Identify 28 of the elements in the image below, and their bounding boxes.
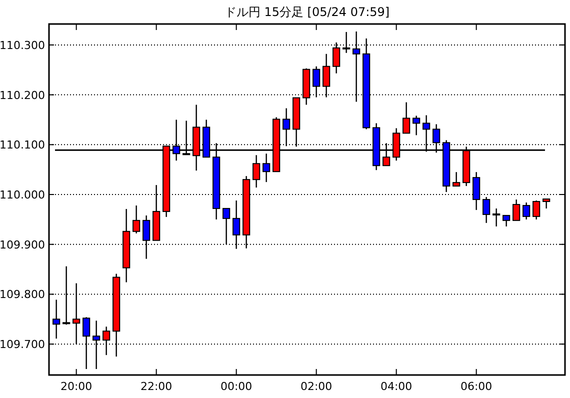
- chart-title: ドル円 15分足 [05/24 07:59]: [224, 5, 390, 19]
- candlestick: [402, 102, 410, 134]
- y-tick-label: 109.900: [0, 238, 45, 252]
- x-tick-label: 22:00: [140, 380, 172, 393]
- x-tick-label: 20:00: [60, 380, 92, 393]
- candlestick: [522, 202, 530, 220]
- candlestick: [542, 198, 550, 210]
- y-tick-label: 109.800: [0, 288, 45, 302]
- candlestick: [132, 204, 140, 234]
- candlestick: [52, 299, 60, 340]
- candlestick: [452, 171, 460, 187]
- y-tick-label: 110.100: [0, 138, 45, 152]
- x-tick-label: 06:00: [460, 380, 492, 393]
- candlestick: [492, 208, 500, 228]
- candlestick: [252, 154, 260, 188]
- y-tick-label: 109.700: [0, 338, 45, 352]
- x-tick-label: 02:00: [300, 380, 332, 393]
- candlestick: [482, 196, 490, 224]
- candlestick: [262, 153, 270, 183]
- y-tick-label: 110.000: [0, 188, 45, 202]
- y-tick-label: 110.300: [0, 38, 45, 52]
- candlestick: [532, 200, 540, 220]
- x-tick-label: 04:00: [380, 380, 412, 393]
- x-tick-label: 00:00: [220, 380, 252, 393]
- candlestick: [502, 214, 510, 228]
- candlestick: [412, 115, 420, 136]
- candlestick: [512, 198, 520, 222]
- y-tick-label: 110.200: [0, 88, 45, 102]
